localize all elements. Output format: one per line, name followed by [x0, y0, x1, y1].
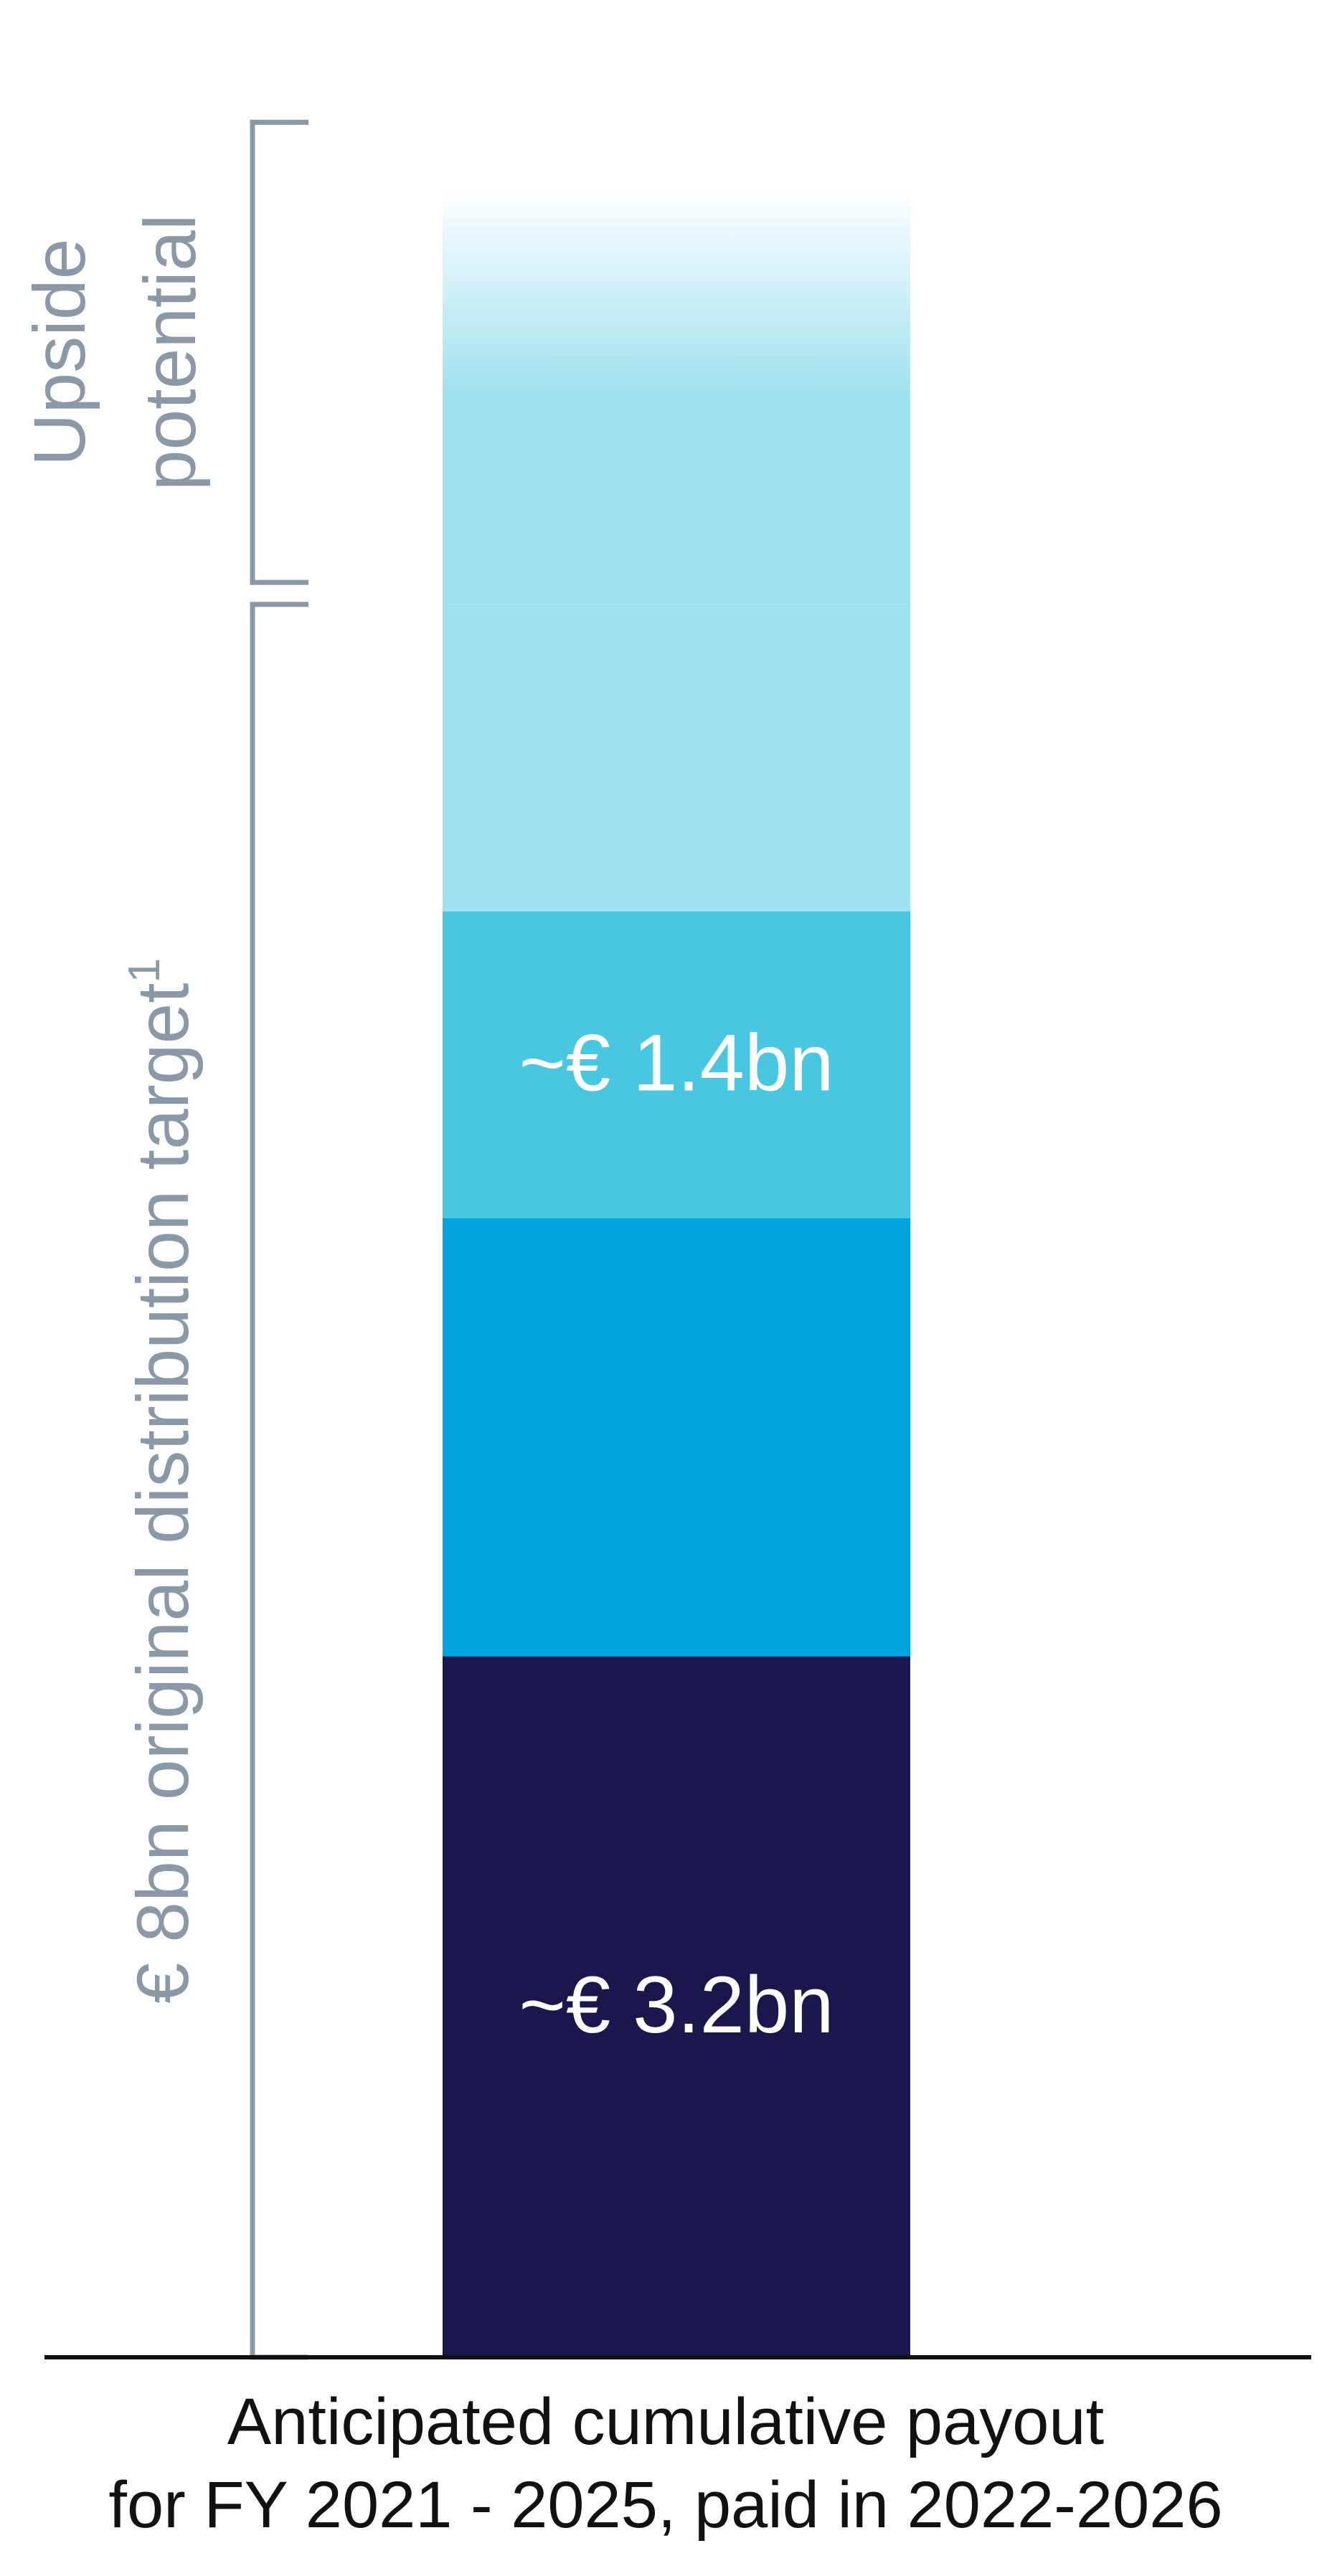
data-label-segment-1: ~€ 3.2bn	[519, 1960, 833, 2050]
brackets-layer: € 8bn original distribution target1 Upsid…	[19, 120, 308, 2360]
bar-segment-4	[443, 604, 910, 911]
annotation-superscript: 1	[120, 958, 169, 982]
bar-segment-2	[443, 1218, 910, 1657]
data-labels-layer: ~€ 3.2bn ~€ 1.4bn	[519, 1018, 833, 2050]
annotation-label-2-line-2: potential	[129, 214, 211, 491]
annotation-label-1: € 8bn original distribution target1	[120, 958, 204, 2004]
annotation-label-2-line-1: Upside	[19, 239, 100, 467]
bar-segment-5	[443, 188, 910, 605]
bracket-2	[250, 120, 308, 585]
bars-layer	[443, 188, 910, 2357]
bar-segment-1	[443, 1656, 910, 2357]
bar-segment-3	[443, 911, 910, 1218]
x-axis-label-line-2: for FY 2021 - 2025, paid in 2022-2026	[108, 2468, 1222, 2542]
data-label-segment-3: ~€ 1.4bn	[519, 1018, 833, 1107]
bracket-1	[250, 602, 308, 2360]
x-axis-label-line-1: Anticipated cumulative payout	[227, 2385, 1104, 2458]
axis-layer: Anticipated cumulative payout for FY 2021…	[44, 2355, 1311, 2542]
